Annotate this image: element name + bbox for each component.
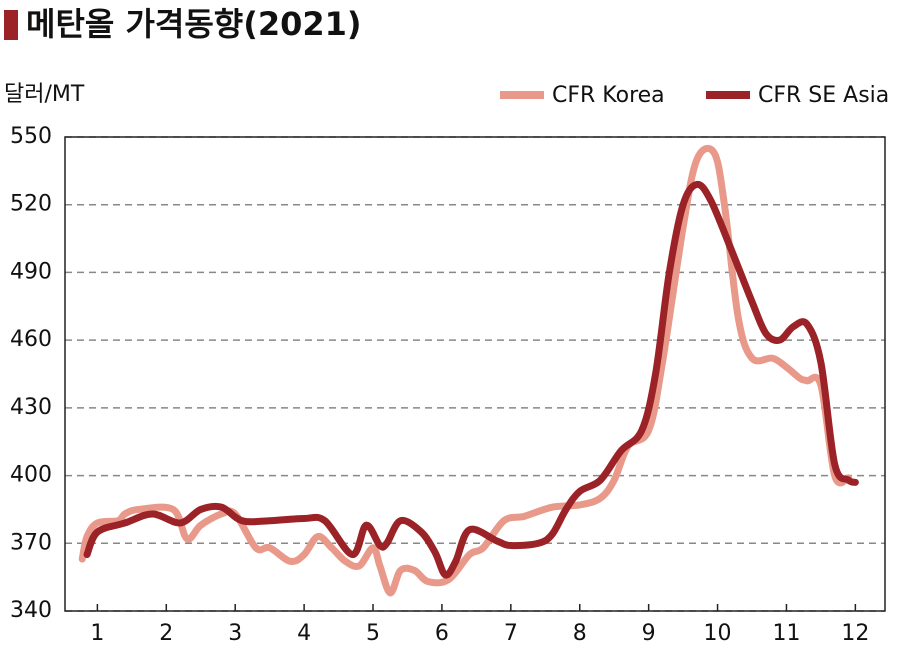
y-tick-label: 370 — [10, 530, 52, 555]
plot-frame — [64, 136, 886, 612]
y-tick-label: 550 — [10, 124, 52, 149]
y-tick-label: 460 — [10, 327, 52, 352]
x-tick-label: 7 — [504, 621, 518, 646]
legend-label: CFR Korea — [552, 83, 665, 108]
x-tick-label: 1 — [90, 621, 104, 646]
y-tick-label: 490 — [10, 259, 52, 284]
line — [83, 180, 859, 579]
y-tick-label: 430 — [10, 395, 52, 420]
x-tick-label: 4 — [297, 621, 311, 646]
title-marker — [4, 10, 18, 40]
x-tick-label: 2 — [159, 621, 173, 646]
x-tick-label: 3 — [228, 621, 242, 646]
x-tick-label: 12 — [841, 621, 869, 646]
chart-title: 메탄올 가격동향(2021) — [26, 5, 362, 43]
x-tick-label: 11 — [772, 621, 800, 646]
x-tick-label: 8 — [573, 621, 587, 646]
x-tick-label: 9 — [642, 621, 656, 646]
x-tick-label: 10 — [704, 621, 732, 646]
y-axis-label: 달러/MT — [4, 82, 85, 107]
y-tick-label: 340 — [10, 598, 52, 623]
legend-label: CFR SE Asia — [758, 83, 889, 108]
line — [78, 144, 852, 597]
y-tick-label: 520 — [10, 192, 52, 217]
x-tick-label: 5 — [366, 621, 380, 646]
y-tick-label: 400 — [10, 463, 52, 488]
x-tick-label: 6 — [435, 621, 449, 646]
